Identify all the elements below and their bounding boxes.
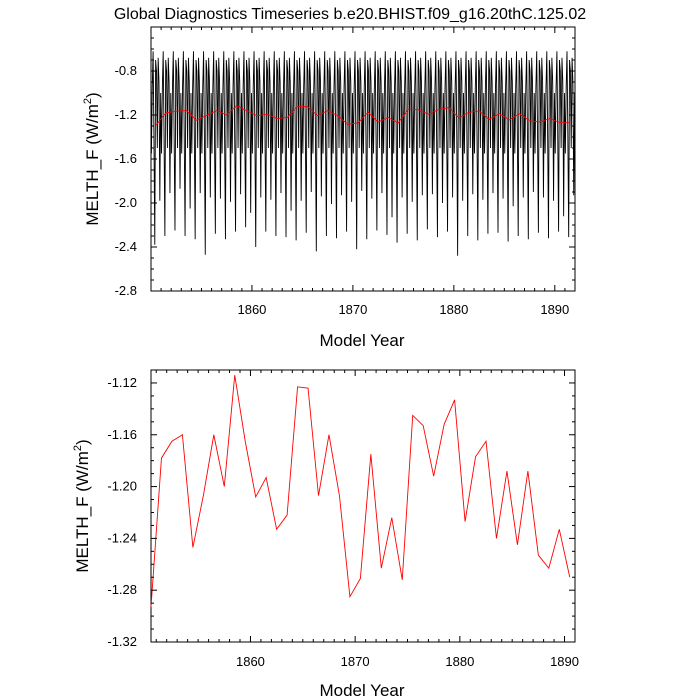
top-y-label-end: ) xyxy=(83,92,102,98)
y-tick-label: -1.16 xyxy=(107,427,137,442)
x-tick-label: 1870 xyxy=(338,302,367,317)
x-tick-label: 1860 xyxy=(236,654,265,669)
bottom-plot-frame xyxy=(150,369,576,643)
y-tick-label: -2.8 xyxy=(115,283,137,298)
x-tick-label: 1870 xyxy=(341,654,370,669)
top-panel: 1860 1870 1880 1890 -2.8 -2.4 -2.0 -1.6 -1.2 -0.8… xyxy=(82,26,576,350)
y-tick-label: -1.12 xyxy=(107,375,137,390)
top-y-label-sup: 2 xyxy=(82,98,94,104)
y-tick-label: -2.4 xyxy=(115,239,137,254)
y-tick-label: -1.32 xyxy=(107,634,137,649)
x-tick-label: 1860 xyxy=(237,302,266,317)
y-tick-label: -1.28 xyxy=(107,582,137,597)
y-tick-label: -0.8 xyxy=(115,63,137,78)
x-tick-label: 1890 xyxy=(550,654,579,669)
y-tick-label: -1.6 xyxy=(115,151,137,166)
bottom-y-label-sup: 2 xyxy=(72,445,84,451)
bottom-panel: 1860 1870 1880 1890 -1.32 -1.28 -1.24 -1.20 -1.1… xyxy=(72,369,579,700)
x-tick-label: 1880 xyxy=(439,302,468,317)
x-tick-label: 1890 xyxy=(540,302,569,317)
bottom-y-label-main: MELTH_F (W/m xyxy=(73,451,92,573)
y-tick-label: -1.24 xyxy=(107,530,137,545)
y-tick-label: -1.2 xyxy=(115,107,137,122)
bottom-series-group xyxy=(150,375,571,608)
series-line-annual xyxy=(150,375,571,608)
chart-title: Global Diagnostics Timeseries b.e20.BHIS… xyxy=(114,6,586,23)
bottom-y-label-end: ) xyxy=(73,439,92,445)
bottom-x-axis-label: Model Year xyxy=(319,681,404,700)
top-y-label-main: MELTH_F (W/m xyxy=(83,104,102,226)
series-line-annual xyxy=(155,104,570,126)
series-line-monthly xyxy=(150,51,576,256)
top-x-axis-label: Model Year xyxy=(319,331,404,350)
bottom-ticks-group: 1860 1870 1880 1890 -1.32 -1.28 -1.24 -1.20 -1.1… xyxy=(107,369,579,669)
y-tick-label: -2.0 xyxy=(115,195,137,210)
x-tick-label: 1880 xyxy=(445,654,474,669)
y-tick-label: -1.20 xyxy=(107,479,137,494)
top-y-axis-label: MELTH_F (W/m2) xyxy=(82,92,102,225)
bottom-y-axis-label: MELTH_F (W/m2) xyxy=(72,439,92,572)
top-series-group xyxy=(150,51,576,256)
top-ticks-group: 1860 1870 1880 1890 -2.8 -2.4 -2.0 -1.6 -1.2 -0.8 xyxy=(115,26,576,317)
